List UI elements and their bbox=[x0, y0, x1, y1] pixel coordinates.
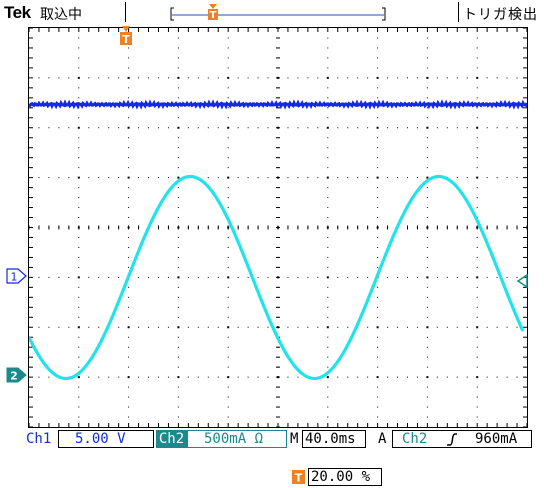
ch2-trace bbox=[29, 174, 525, 381]
record-trigger-marker-icon: T bbox=[207, 4, 219, 21]
rising-edge-icon bbox=[446, 433, 458, 450]
record-trigger-marker-label: T bbox=[210, 10, 217, 21]
waveform-display[interactable] bbox=[28, 27, 528, 428]
status-divider bbox=[125, 2, 126, 22]
ch2-marker-icon: 2 bbox=[6, 367, 27, 383]
trigger-position[interactable]: 20.00 % bbox=[308, 468, 382, 486]
trigger-readout[interactable]: Ch2 960mA bbox=[392, 430, 532, 448]
record-position-bar[interactable] bbox=[170, 6, 386, 21]
trigger-source: Ch2 bbox=[402, 431, 428, 447]
trigger-level-marker[interactable] bbox=[516, 273, 528, 289]
ch2-ground-marker[interactable]: 2 bbox=[6, 367, 28, 383]
ch2-label[interactable]: Ch2 bbox=[156, 430, 187, 448]
brand-logo: Tek bbox=[4, 3, 31, 22]
trigger-level-arrow-icon bbox=[516, 273, 528, 289]
ch1-marker-icon: 1 bbox=[6, 268, 27, 284]
trigger-position-icon-label: T bbox=[295, 472, 303, 485]
timebase-label: M bbox=[290, 431, 299, 447]
timebase[interactable]: 40.0ms bbox=[302, 430, 366, 448]
ch1-label[interactable]: Ch1 bbox=[26, 431, 52, 447]
trigger-level: 960mA bbox=[475, 431, 518, 447]
acquisition-status: 取込中 bbox=[40, 7, 82, 23]
ch1-ground-marker-label: 1 bbox=[11, 271, 18, 284]
trigger-position-icon: T bbox=[292, 469, 305, 485]
trigger-time-marker[interactable]: T bbox=[119, 26, 133, 46]
ch1-scale[interactable]: 5.00 V bbox=[58, 430, 154, 448]
trigger-time-marker-label: T bbox=[122, 33, 130, 46]
graticule bbox=[29, 28, 527, 427]
trigger-marker-icon: T bbox=[120, 26, 132, 46]
ch1-trace bbox=[29, 99, 527, 110]
trigger-status: トリガ検出 bbox=[463, 7, 538, 23]
ch1-ground-marker[interactable]: 1 bbox=[6, 268, 28, 284]
record-bracket-icon bbox=[170, 7, 386, 21]
ch2-scale[interactable]: 500mA Ω bbox=[187, 430, 287, 448]
trigger-mode: A bbox=[378, 431, 387, 447]
ch2-ground-marker-label: 2 bbox=[10, 370, 18, 383]
status-divider bbox=[458, 2, 459, 22]
